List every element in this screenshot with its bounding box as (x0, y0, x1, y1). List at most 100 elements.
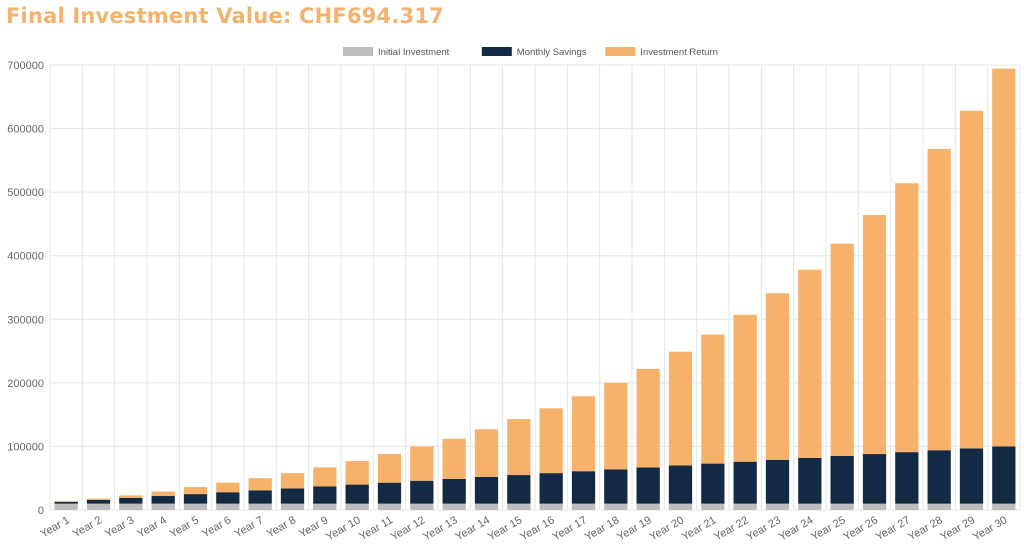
bar-initial-investment (377, 503, 402, 510)
bar-investment-return (345, 461, 369, 485)
bar-investment-return (668, 351, 693, 466)
x-tick-label: Year 15 (486, 514, 525, 543)
bar-initial-investment (410, 503, 434, 510)
y-tick-label: 0 (38, 505, 44, 517)
legend-label: Initial Investment (378, 47, 450, 58)
bar-initial-investment (959, 503, 984, 510)
y-tick-label: 400000 (7, 251, 44, 263)
page-title: Final Investment Value: CHF694.317 (6, 4, 444, 28)
x-tick-label: Year 14 (453, 514, 492, 543)
x-tick-label: Year 25 (809, 514, 848, 543)
bar-investment-return (410, 446, 434, 481)
bar-monthly-savings (442, 478, 466, 504)
bar-monthly-savings (992, 446, 1016, 504)
legend-label: Investment Return (640, 47, 718, 58)
y-axis: 0 100000 200000 300000 400000 500000 600000 700… (7, 60, 44, 517)
bar-monthly-savings (668, 465, 693, 504)
bar-initial-investment (216, 503, 240, 510)
bar-investment-return (571, 396, 596, 472)
bar-monthly-savings (86, 499, 111, 504)
legend-label: Monthly Savings (517, 47, 587, 58)
bar-initial-investment (701, 503, 725, 510)
bar-monthly-savings (765, 459, 790, 504)
bar-monthly-savings (313, 486, 337, 504)
bar-monthly-savings (733, 461, 757, 504)
bar-investment-return (86, 498, 111, 500)
x-tick-label: Year 30 (971, 514, 1010, 543)
bar-initial-investment (636, 503, 660, 510)
bar-monthly-savings (507, 475, 531, 504)
bar-monthly-savings (280, 488, 305, 504)
x-tick-label: Year 1 (38, 514, 71, 540)
bar-monthly-savings (410, 480, 434, 504)
x-tick-label: Year 22 (712, 514, 751, 543)
bar-investment-return (862, 215, 887, 455)
x-tick-label: Year 26 (841, 514, 880, 543)
bar-investment-return (313, 467, 337, 487)
x-tick-label: Year 18 (583, 514, 622, 543)
bar-investment-return (636, 368, 660, 468)
x-tick-label: Year 12 (389, 514, 428, 543)
bar-monthly-savings (377, 482, 402, 504)
bar-monthly-savings (183, 494, 208, 504)
y-tick-label: 700000 (7, 60, 44, 72)
x-tick-label: Year 5 (168, 514, 201, 540)
x-tick-label: Year 27 (874, 514, 913, 543)
chart-bars (54, 68, 1016, 510)
bar-initial-investment (345, 503, 369, 510)
bar-monthly-savings (345, 484, 369, 504)
bar-monthly-savings (830, 455, 854, 504)
bar-monthly-savings (895, 452, 919, 504)
x-tick-label: Year 4 (135, 514, 168, 540)
chart-legend: Initial Investment Monthly Savings Investm… (343, 47, 718, 58)
bar-monthly-savings (474, 476, 499, 504)
bar-investment-return (765, 293, 790, 460)
bar-investment-return (992, 68, 1016, 447)
bar-initial-investment (313, 503, 337, 510)
bar-initial-investment (571, 503, 596, 510)
x-tick-label: Year 28 (906, 514, 945, 543)
y-tick-label: 300000 (7, 314, 44, 326)
legend-swatch (343, 47, 373, 56)
bar-initial-investment (151, 503, 175, 510)
bar-investment-return (377, 454, 402, 483)
bar-initial-investment (733, 503, 757, 510)
bar-initial-investment (507, 503, 531, 510)
bar-monthly-savings (701, 463, 725, 504)
bar-initial-investment (442, 503, 466, 510)
bar-initial-investment (119, 503, 143, 510)
bar-investment-return (280, 473, 305, 489)
bar-initial-investment (895, 503, 919, 510)
y-tick-label: 500000 (7, 187, 44, 199)
x-tick-label: Year 19 (615, 514, 654, 543)
bar-monthly-savings (248, 490, 272, 504)
bar-investment-return (539, 408, 563, 474)
bar-monthly-savings (571, 471, 596, 504)
bar-monthly-savings (798, 457, 822, 504)
bar-initial-investment (539, 503, 563, 510)
y-tick-label: 200000 (7, 378, 44, 390)
bar-investment-return (119, 495, 143, 498)
bar-investment-return (248, 478, 272, 491)
x-axis: Year 1 Year 2 Year 3 Year 4 Year 5 Year 6 Year… (38, 514, 1009, 543)
y-tick-label: 100000 (7, 441, 44, 453)
bar-initial-investment (280, 503, 305, 510)
bar-investment-return (151, 491, 175, 497)
bar-initial-investment (54, 503, 78, 510)
bar-initial-investment (183, 503, 208, 510)
x-tick-label: Year 20 (647, 514, 686, 543)
bar-investment-return (895, 183, 919, 453)
x-tick-label: Year 6 (200, 514, 233, 540)
bar-initial-investment (927, 503, 951, 510)
bar-investment-return (442, 438, 466, 479)
bar-investment-return (830, 243, 854, 456)
legend-swatch (605, 47, 636, 56)
x-tick-label: Year 2 (71, 514, 104, 540)
legend-swatch (481, 47, 512, 56)
bar-initial-investment (248, 503, 272, 510)
x-tick-label: Year 10 (324, 514, 363, 543)
bar-monthly-savings (862, 454, 887, 504)
x-tick-label: Year 17 (550, 514, 589, 543)
bar-initial-investment (992, 503, 1016, 510)
